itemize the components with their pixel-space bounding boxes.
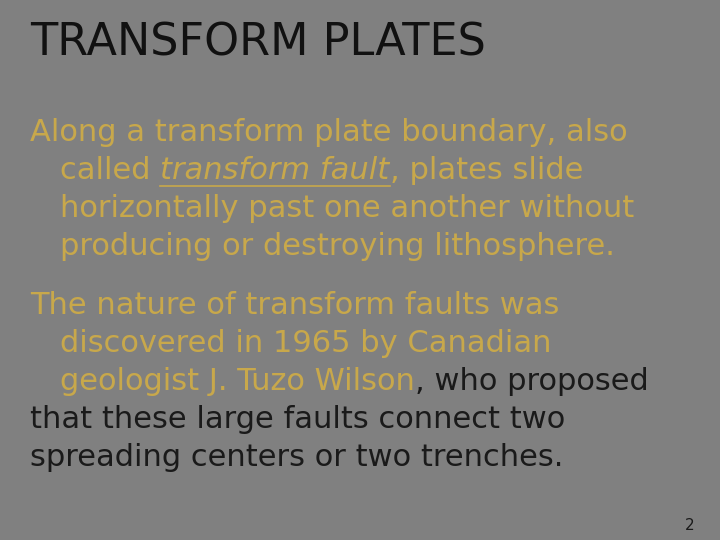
Text: 2: 2	[685, 518, 695, 533]
Text: discovered in 1965 by Canadian: discovered in 1965 by Canadian	[60, 329, 552, 358]
Text: producing or destroying lithosphere.: producing or destroying lithosphere.	[60, 232, 615, 261]
Text: that these large faults connect two: that these large faults connect two	[30, 405, 565, 434]
Text: called: called	[60, 156, 161, 185]
Text: , who proposed: , who proposed	[415, 367, 649, 396]
Text: spreading centers or two trenches.: spreading centers or two trenches.	[30, 443, 563, 472]
Text: , plates slide: , plates slide	[390, 156, 583, 185]
Text: TRANSFORM PLATES: TRANSFORM PLATES	[30, 22, 486, 65]
Text: The nature of transform faults was: The nature of transform faults was	[30, 291, 559, 320]
Text: geologist J. Tuzo Wilson: geologist J. Tuzo Wilson	[60, 367, 415, 396]
Text: transform fault: transform fault	[161, 156, 390, 185]
Text: horizontally past one another without: horizontally past one another without	[60, 194, 634, 223]
Text: Along a transform plate boundary, also: Along a transform plate boundary, also	[30, 118, 628, 147]
